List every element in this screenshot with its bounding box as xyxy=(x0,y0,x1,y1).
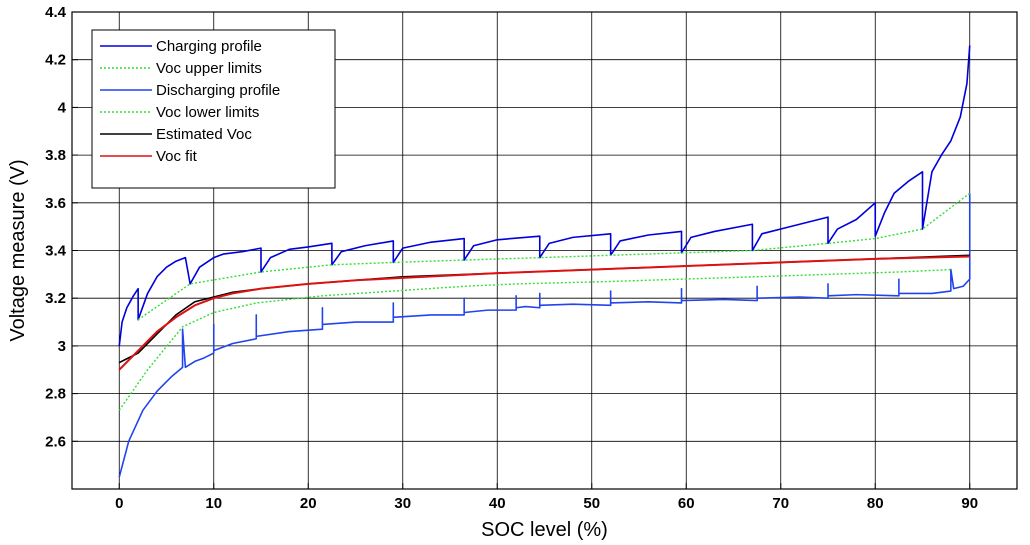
x-tick-label: 90 xyxy=(961,495,978,512)
legend-label-5: Voc fit xyxy=(156,148,198,165)
legend-label-2: Discharging profile xyxy=(156,82,280,99)
y-tick-label: 2.6 xyxy=(45,433,66,450)
legend-label-0: Charging profile xyxy=(156,38,262,55)
x-tick-label: 30 xyxy=(394,495,411,512)
series-line-0 xyxy=(118,45,971,346)
y-tick-label: 3 xyxy=(58,338,66,355)
legend: Charging profile Voc upper limits Discharg… xyxy=(91,29,336,189)
x-tick-label: 80 xyxy=(867,495,884,512)
y-tick-label: 3.8 xyxy=(45,147,66,164)
series-line-3 xyxy=(118,268,951,411)
tick-labels: 0 10 20 30 40 50 60 70 80 90 2.6 2.8 3 3.2 3.4 3.6 3.8 4 4… xyxy=(45,4,978,512)
y-tick-label: 4.4 xyxy=(45,4,67,21)
y-tick-label: 2.8 xyxy=(45,386,66,403)
x-tick-label: 0 xyxy=(115,495,123,512)
series-line-5 xyxy=(118,255,970,371)
y-tick-label: 3.6 xyxy=(45,195,66,212)
y-axis-label: Voltage measure (V) xyxy=(7,159,29,341)
series-line-2 xyxy=(118,193,971,478)
x-axis-label: SOC level (%) xyxy=(481,519,608,541)
y-tick-label: 4.2 xyxy=(45,52,66,69)
y-tick-label: 3.4 xyxy=(45,243,67,260)
x-tick-label: 60 xyxy=(678,495,695,512)
legend-label-3: Voc lower limits xyxy=(156,104,259,121)
x-tick-label: 50 xyxy=(583,495,600,512)
x-tick-label: 10 xyxy=(205,495,222,512)
y-tick-label: 3.2 xyxy=(45,290,66,307)
legend-label-1: Voc upper limits xyxy=(156,60,262,77)
series-line-1 xyxy=(137,192,971,321)
x-tick-label: 20 xyxy=(300,495,317,512)
x-tick-label: 70 xyxy=(772,495,789,512)
y-tick-label: 4 xyxy=(58,99,67,116)
x-tick-label: 40 xyxy=(489,495,506,512)
legend-box xyxy=(91,29,336,189)
legend-label-4: Estimated Voc xyxy=(156,126,252,143)
series-layer xyxy=(118,45,971,478)
tick-marks xyxy=(72,11,971,489)
